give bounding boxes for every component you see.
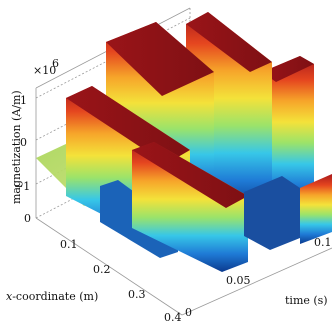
- surface-slabs: [66, 12, 332, 272]
- time-axis: 0 0.05 0.1 time (s): [185, 236, 332, 319]
- x-tick-label: 0.1: [60, 238, 78, 251]
- surface-slab-top: [262, 56, 314, 82]
- time-tick-label: 0.05: [226, 274, 251, 287]
- time-axis-label: time (s): [285, 294, 328, 307]
- x-tick-label: 0.4: [164, 311, 182, 323]
- surface-slab: [300, 174, 332, 244]
- x-axis: 0 0.1 0.2 0.3 0.4 x-coordinate (m): [6, 212, 182, 323]
- z-tick-label: 0: [20, 136, 27, 149]
- z-exponent-base: ×10: [33, 64, 56, 77]
- z-axis: ×10 6 1 0 −1 magnetization (A/m): [10, 57, 59, 204]
- x-tick-label: 0.2: [93, 263, 111, 276]
- z-tick-label: −1: [14, 180, 30, 193]
- grid-line: [35, 217, 183, 316]
- x-axis-label: x-coordinate (m): [6, 290, 98, 303]
- grid-line: [181, 247, 332, 316]
- surface-slab-top: [132, 142, 248, 208]
- surface-slab: [260, 56, 314, 206]
- surface-slab-top: [186, 12, 272, 72]
- surface-slab: [244, 176, 300, 250]
- time-tick-label: 0: [185, 306, 192, 319]
- z-tick-label: 1: [20, 94, 27, 107]
- x-tick-label: 0.3: [128, 288, 146, 301]
- surface-slab-top: [106, 22, 214, 96]
- surface-slab: [132, 142, 248, 272]
- z-exponent: 6: [52, 57, 59, 70]
- x-tick-label: 0: [24, 212, 31, 225]
- time-tick-label: 0.1: [314, 236, 332, 249]
- z-axis-label: magnetization (A/m): [10, 90, 23, 204]
- surface-slab-top: [66, 86, 190, 164]
